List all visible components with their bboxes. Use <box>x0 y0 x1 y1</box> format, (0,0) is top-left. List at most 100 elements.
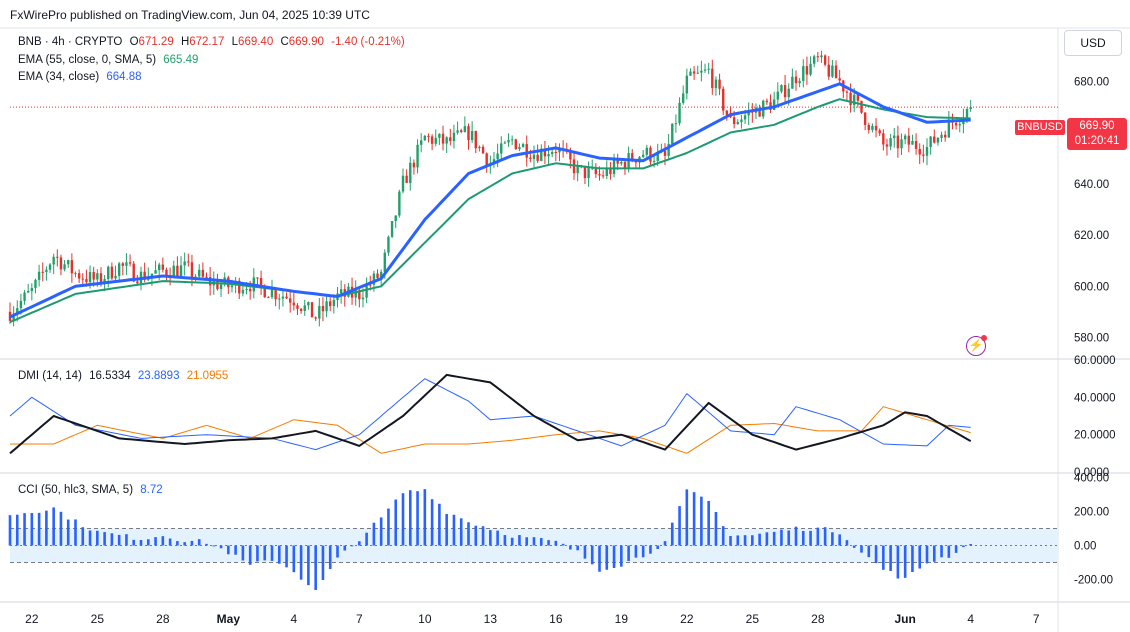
candle-body <box>460 130 463 132</box>
lightning-icon[interactable]: ⚡ <box>966 336 986 356</box>
cci-bar <box>241 545 245 561</box>
cci-bar <box>496 530 499 546</box>
cci-bar <box>365 532 368 546</box>
candle-body <box>671 123 674 144</box>
candle-body <box>150 273 154 277</box>
candle-body <box>645 147 649 155</box>
cci-bar <box>539 538 543 546</box>
ema34-value: 664.88 <box>106 71 142 83</box>
candle-body <box>576 165 579 174</box>
candle-body <box>16 308 19 314</box>
candle-body <box>183 261 186 266</box>
cci-bar <box>932 545 936 562</box>
candle-body <box>74 273 77 275</box>
candle-body <box>958 124 961 126</box>
candle-body <box>438 133 441 138</box>
candle-body <box>274 289 277 300</box>
legend-symbol: BNB · 4h · CRYPTO <box>18 36 123 48</box>
candle-body <box>110 266 114 279</box>
cci-bar <box>903 545 907 578</box>
last-price-tag: 669.90 01:20:41 <box>1067 118 1127 150</box>
candle-body <box>358 290 361 300</box>
cci-bar <box>321 545 325 580</box>
countdown-value: 01:20:41 <box>1074 135 1120 147</box>
candle-body <box>722 88 725 111</box>
candle-body <box>696 72 699 74</box>
candle-body <box>41 271 44 273</box>
cci-bar <box>874 545 878 564</box>
ema55-label: EMA (55, close, 0, SMA, 5) <box>18 54 157 66</box>
candle-body <box>128 262 132 264</box>
candle-body <box>943 134 947 138</box>
candle-body <box>481 146 485 154</box>
candle-body <box>885 144 889 147</box>
candle-body <box>732 117 736 125</box>
candle-body <box>903 135 907 140</box>
candle-body <box>812 56 816 64</box>
candle-body <box>598 174 601 176</box>
candle-body <box>878 130 881 134</box>
candle-body <box>631 153 634 161</box>
candle-body <box>838 78 841 81</box>
cci-bar <box>277 545 281 564</box>
cci-bar <box>103 532 106 546</box>
currency-button[interactable]: USD <box>1064 30 1122 56</box>
candle-body <box>900 139 903 149</box>
cci-bar <box>205 543 208 546</box>
candle-body <box>725 110 729 115</box>
candle-body <box>161 264 165 270</box>
candle-body <box>918 148 921 155</box>
candle-body <box>700 70 703 73</box>
candle-body <box>12 313 15 321</box>
time-tick-label: Jun <box>894 612 915 626</box>
candle-body <box>820 55 823 58</box>
cci-bar <box>183 542 186 546</box>
candle-body <box>692 71 696 74</box>
legend-open-label: O <box>129 36 139 48</box>
candle-body <box>430 136 434 144</box>
candle-body <box>296 305 299 309</box>
cci-bar <box>197 539 201 546</box>
dmi-minus-value: 21.0955 <box>186 370 229 382</box>
candle-body <box>849 92 852 106</box>
candle-body <box>911 141 914 145</box>
cci-tick-label: -200.00 <box>1074 575 1113 587</box>
candle-body <box>365 284 368 298</box>
cci-tick-label: 200.00 <box>1074 506 1109 518</box>
candle-body <box>718 79 721 89</box>
cci-legend: CCI (50, hlc3, SMA, 5) 8.72 <box>18 482 167 498</box>
candle-body <box>929 136 932 148</box>
time-tick-label: 25 <box>91 612 105 626</box>
cci-bar <box>954 545 958 553</box>
candle-body <box>503 142 507 144</box>
dmi-plus-line <box>9 378 971 451</box>
candle-body <box>238 280 241 294</box>
legend-high-label: H <box>180 36 190 48</box>
cci-bar <box>481 526 485 546</box>
cci-bar <box>620 545 623 567</box>
candle-body <box>609 168 612 175</box>
cci-bar <box>590 545 594 565</box>
cci-bar <box>227 545 230 555</box>
cci-bar <box>867 545 871 558</box>
cci-bar <box>969 544 972 546</box>
price-legend: BNB · 4h · CRYPTO O671.29 H672.17 L669.4… <box>18 34 409 50</box>
time-tick-label: 25 <box>746 612 760 626</box>
candle-body <box>936 137 940 143</box>
candle-body <box>601 175 605 177</box>
candle-body <box>325 301 328 312</box>
cci-bar <box>314 545 317 590</box>
candle-body <box>267 297 270 299</box>
cci-bar <box>459 518 463 546</box>
candle-body <box>452 132 456 142</box>
dmi-tick-label: 0.0000 <box>1074 467 1109 479</box>
symbol-price-tag: BNBUSD <box>1015 120 1065 135</box>
cci-bar <box>408 490 412 546</box>
candle-body <box>241 289 245 294</box>
cci-bar <box>452 514 456 546</box>
cci-bar <box>714 511 718 546</box>
candle-body <box>416 144 419 168</box>
ema55-line <box>9 98 971 324</box>
candle-body <box>63 264 66 270</box>
